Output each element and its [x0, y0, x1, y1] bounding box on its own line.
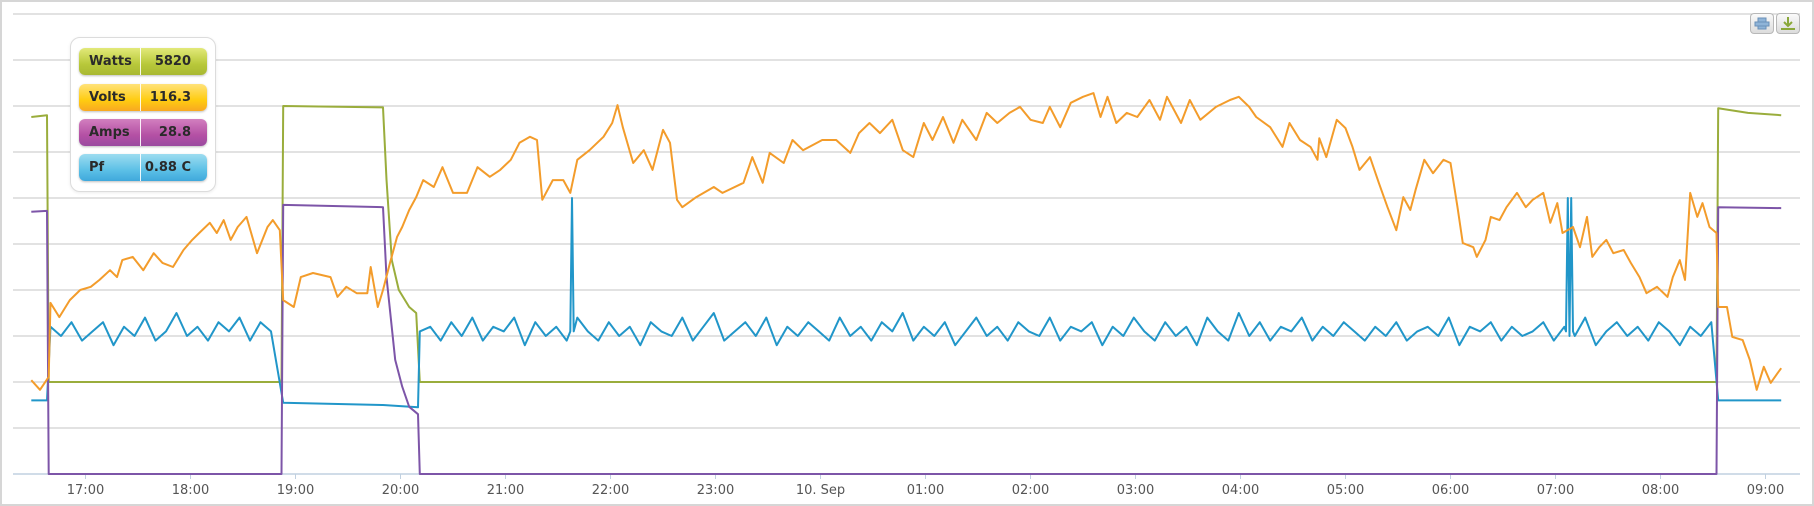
x-tick-label: 02:00: [1012, 483, 1049, 498]
legend-value: 116.3: [149, 90, 191, 105]
x-tick-label: 21:00: [487, 483, 524, 498]
series-line-pf: [31, 197, 1782, 409]
legend-row-amps: Amps 28.8: [79, 119, 207, 146]
x-tick-label: 04:00: [1222, 483, 1259, 498]
x-tick-label: 22:00: [592, 483, 629, 498]
legend-label: Volts: [79, 84, 141, 111]
x-tick-label: 03:00: [1117, 483, 1154, 498]
x-tick-label: 18:00: [172, 483, 209, 498]
x-tick-label: 23:00: [697, 483, 734, 498]
legend-value: 28.8: [158, 125, 191, 140]
x-axis: 17:00 18:00 19:00 20:00 21:00 22:00 23:00 10. S…: [13, 473, 1800, 498]
x-tick-label: 07:00: [1537, 483, 1574, 498]
x-tick-label: 05:00: [1327, 483, 1364, 498]
series-lines: [30, 92, 1783, 475]
x-tick-label: 01:00: [907, 483, 944, 498]
series-line-volts: [30, 92, 1783, 391]
download-icon: [1781, 17, 1795, 30]
x-tick-label: 20:00: [382, 483, 419, 498]
x-tick-label: 09:00: [1747, 483, 1784, 498]
print-button[interactable]: [1750, 13, 1774, 34]
legend-label: Pf: [79, 154, 141, 181]
printer-icon: [1754, 17, 1770, 30]
download-button[interactable]: [1776, 13, 1800, 34]
legend-label: Amps: [79, 119, 141, 146]
legend-row-watts: Watts 5820: [79, 48, 207, 75]
legend-row-pf: Pf 0.88 C: [79, 154, 207, 181]
legend-label: Watts: [79, 48, 141, 75]
x-tick-label: 06:00: [1432, 483, 1469, 498]
x-tick-label: 08:00: [1642, 483, 1679, 498]
legend-value: 5820: [154, 54, 191, 69]
x-tick-label: 19:00: [277, 483, 314, 498]
legend-value: 0.88 C: [144, 160, 191, 175]
readout-legend: Watts 5820 Volts 116.3 Amps 28.8 Pf 0.88…: [70, 37, 216, 192]
x-tick-label: 10. Sep: [796, 483, 845, 498]
legend-row-volts: Volts 116.3: [79, 84, 207, 111]
series-line-amps: [31, 203, 1782, 475]
x-tick-label: 17:00: [67, 483, 104, 498]
